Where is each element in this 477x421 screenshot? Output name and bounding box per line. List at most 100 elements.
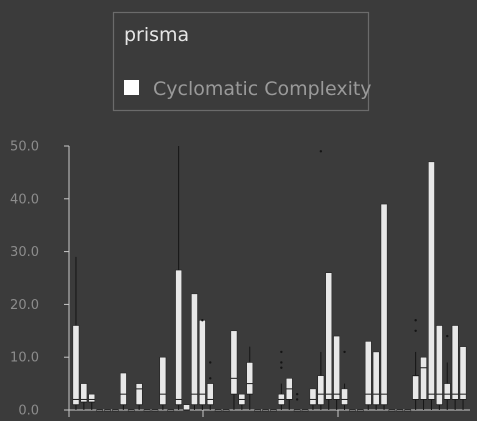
outlier-point — [201, 319, 204, 322]
box-2 — [80, 383, 88, 410]
box-39 — [372, 351, 380, 410]
box-body — [199, 319, 206, 405]
box-body — [428, 161, 435, 400]
box-24 — [254, 409, 261, 412]
box-41 — [388, 409, 396, 412]
outlier-point — [343, 350, 346, 354]
box-44 — [412, 319, 419, 410]
box-body — [380, 203, 388, 405]
axes: 0.0 10.0 20.0 30.0 40.0 50.0 — [10, 140, 470, 419]
box-15 — [183, 404, 190, 411]
box-22 — [238, 393, 246, 410]
box-body — [333, 335, 340, 400]
box-50 — [459, 346, 467, 410]
box-36 — [349, 409, 356, 412]
box-6 — [112, 409, 119, 412]
box-18 — [206, 361, 214, 410]
box-33 — [325, 272, 333, 410]
plot-area — [72, 146, 467, 412]
box-31 — [309, 388, 317, 410]
box-body — [183, 404, 190, 411]
box-4 — [96, 409, 103, 412]
box-47 — [436, 325, 443, 410]
y-tick-label: 10.0 — [10, 351, 39, 366]
box-body — [372, 351, 380, 405]
box-5 — [104, 409, 111, 412]
box-46 — [428, 161, 435, 410]
box-25 — [262, 409, 269, 412]
box-21 — [230, 330, 238, 410]
box-body — [451, 325, 459, 400]
box-body — [459, 346, 467, 400]
box-14 — [175, 146, 182, 410]
box-26 — [270, 409, 277, 412]
outlier-point — [209, 377, 212, 380]
box-body — [341, 388, 348, 405]
box-38 — [364, 341, 372, 410]
box-43 — [404, 409, 412, 412]
box-body — [175, 269, 182, 405]
box-body — [420, 356, 427, 400]
y-tick-label: 40.0 — [10, 192, 39, 207]
box-48 — [443, 334, 451, 410]
box-49 — [451, 325, 459, 410]
box-17 — [199, 319, 206, 410]
legend-swatch — [124, 80, 139, 95]
box-19 — [214, 409, 222, 412]
legend-title: prisma — [124, 24, 189, 46]
y-tick-label: 50.0 — [10, 140, 39, 155]
box-body — [436, 325, 443, 405]
legend-entry-label: Cyclomatic Complexity — [153, 78, 372, 100]
box-body — [206, 383, 214, 405]
outlier-point — [295, 398, 299, 401]
box-27 — [278, 350, 285, 410]
box-12 — [159, 356, 167, 410]
y-tick-label: 20.0 — [10, 298, 39, 313]
box-35 — [341, 350, 348, 410]
box-20 — [222, 409, 230, 412]
box-11 — [151, 409, 159, 412]
box-32 — [317, 150, 325, 410]
legend-frame — [112, 11, 370, 112]
box-body — [135, 383, 143, 405]
box-body — [364, 341, 372, 405]
legend: prisma Cyclomatic Complexity — [112, 11, 372, 112]
outlier-point — [414, 329, 417, 332]
box-body — [159, 356, 167, 405]
box-40 — [380, 203, 388, 410]
box-body — [246, 362, 254, 395]
box-37 — [357, 409, 364, 412]
outlier-point — [209, 361, 212, 364]
box-body — [88, 393, 96, 403]
box-29 — [293, 392, 301, 412]
box-body — [120, 372, 127, 405]
box-10 — [143, 409, 151, 412]
box-body — [317, 375, 325, 405]
box-45 — [420, 356, 427, 410]
box-30 — [301, 409, 309, 412]
box-body — [230, 330, 238, 395]
box-body — [443, 383, 451, 400]
outlier-point — [280, 350, 283, 354]
box-8 — [127, 409, 135, 412]
box-1 — [72, 256, 80, 410]
box-42 — [396, 409, 404, 412]
outlier-point — [295, 392, 299, 396]
box-body — [412, 375, 419, 400]
y-tick-label: 0.0 — [18, 404, 39, 419]
outlier-point — [280, 366, 283, 369]
box-34 — [333, 335, 340, 410]
outlier-point — [446, 334, 449, 338]
box-3 — [88, 393, 96, 410]
outlier-point — [414, 319, 417, 322]
box-23 — [246, 346, 254, 410]
y-tick-label: 30.0 — [10, 245, 39, 260]
box-13 — [167, 409, 175, 412]
outlier-point — [319, 150, 323, 153]
box-body — [309, 388, 317, 405]
box-body — [325, 272, 333, 400]
box-9 — [135, 383, 143, 410]
box-28 — [285, 378, 293, 410]
